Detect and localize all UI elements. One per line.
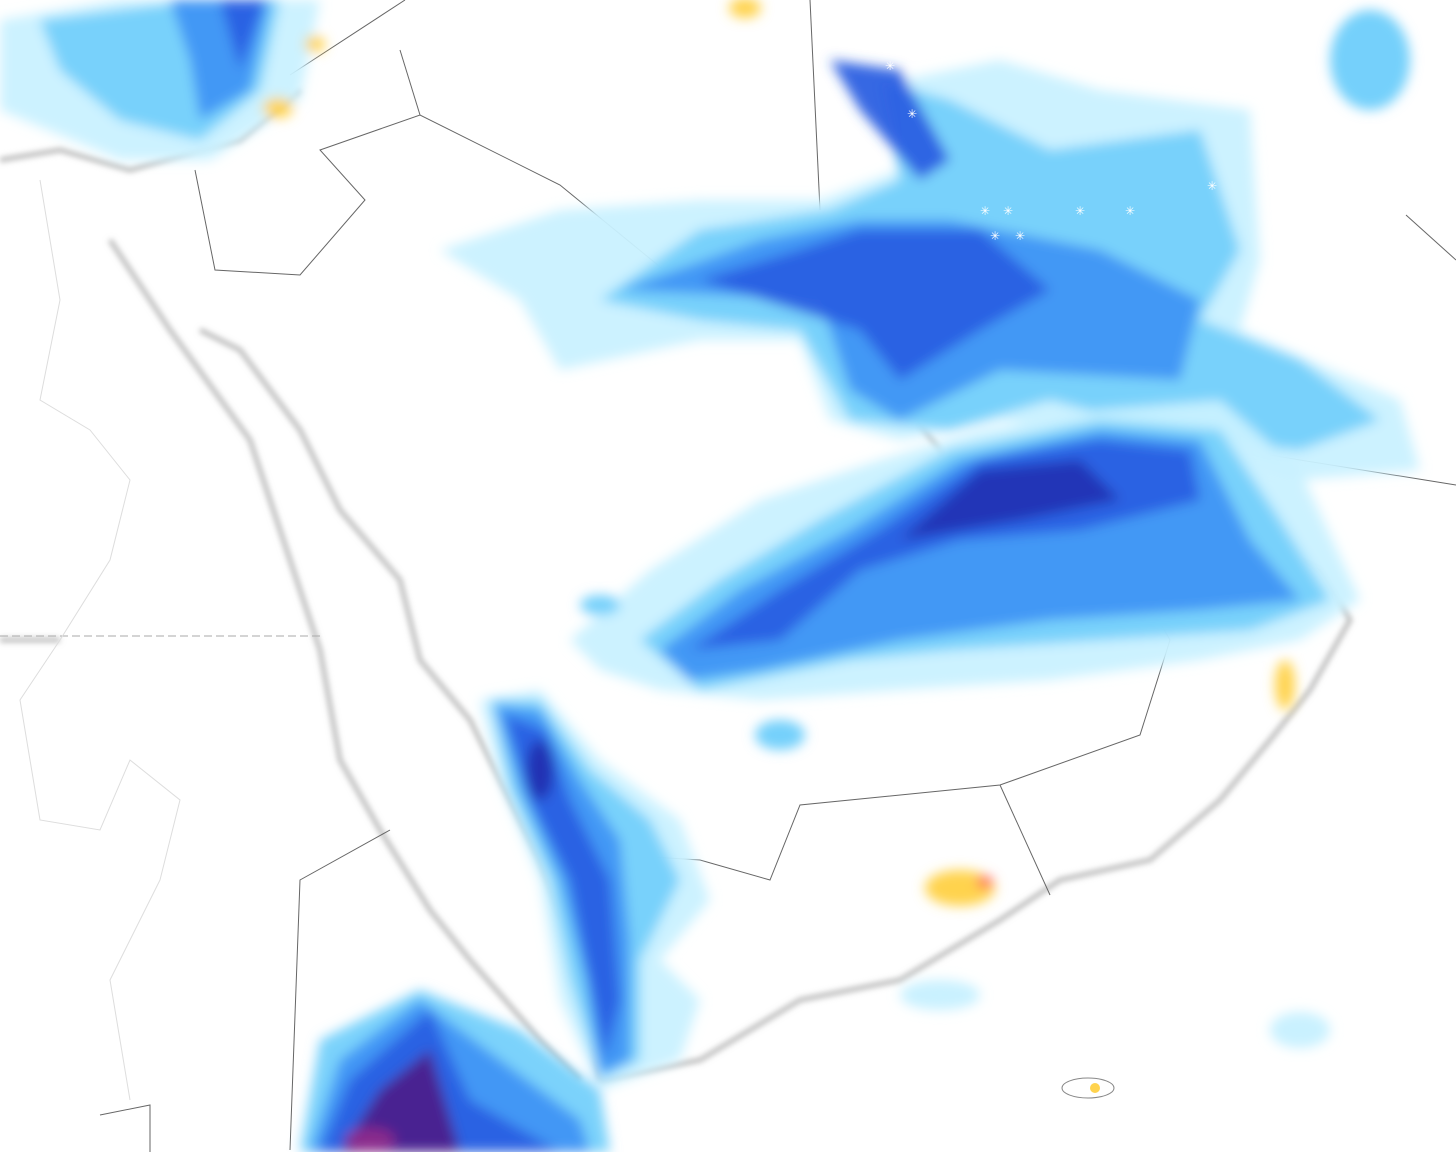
- precip-core: [340, 1050, 460, 1152]
- mixed-precip: [729, 0, 761, 18]
- socotra-island: [1061, 1077, 1115, 1099]
- africa-terrain: [19, 179, 181, 1101]
- precipitation-layer: [0, 0, 1420, 1152]
- precip-cell: [1330, 10, 1410, 110]
- snow-icon: ✳: [1075, 204, 1085, 218]
- snow-icon: ✳: [1207, 179, 1217, 193]
- precip-cell: [755, 720, 805, 750]
- precip-cell: [1270, 1012, 1330, 1048]
- precip-area: [700, 230, 1050, 380]
- snow-icon: ✳: [907, 107, 917, 121]
- precip-core: [526, 740, 554, 800]
- snow-icon: ✳: [980, 204, 990, 218]
- snow-icon: ✳: [1015, 229, 1025, 243]
- mixed-precip: [925, 870, 995, 906]
- precip-area: [220, 0, 265, 70]
- snow-icon: ✳: [1125, 204, 1135, 218]
- snow-symbols: ✳ ✳✳ ✳ ✳✳✳✳✳✳: [848, 37, 1217, 243]
- snow-icon: ✳: [1003, 204, 1013, 218]
- precip-core: [345, 1128, 395, 1152]
- mixed-precip: [263, 98, 293, 118]
- mixed-precip-core: [977, 876, 993, 888]
- precip-area: [505, 715, 620, 1060]
- snow-icon: ✳: [848, 37, 858, 51]
- snow-icon: ✳: [885, 59, 895, 73]
- mixed-precip: [305, 36, 325, 52]
- precip-cell: [900, 980, 980, 1010]
- precip-area: [900, 460, 1120, 540]
- precip-spot: [1090, 1083, 1100, 1093]
- precip-cell: [580, 595, 620, 615]
- snow-icon: ✳: [990, 229, 1000, 243]
- mixed-precip: [1275, 660, 1295, 710]
- precip-area: [830, 60, 950, 180]
